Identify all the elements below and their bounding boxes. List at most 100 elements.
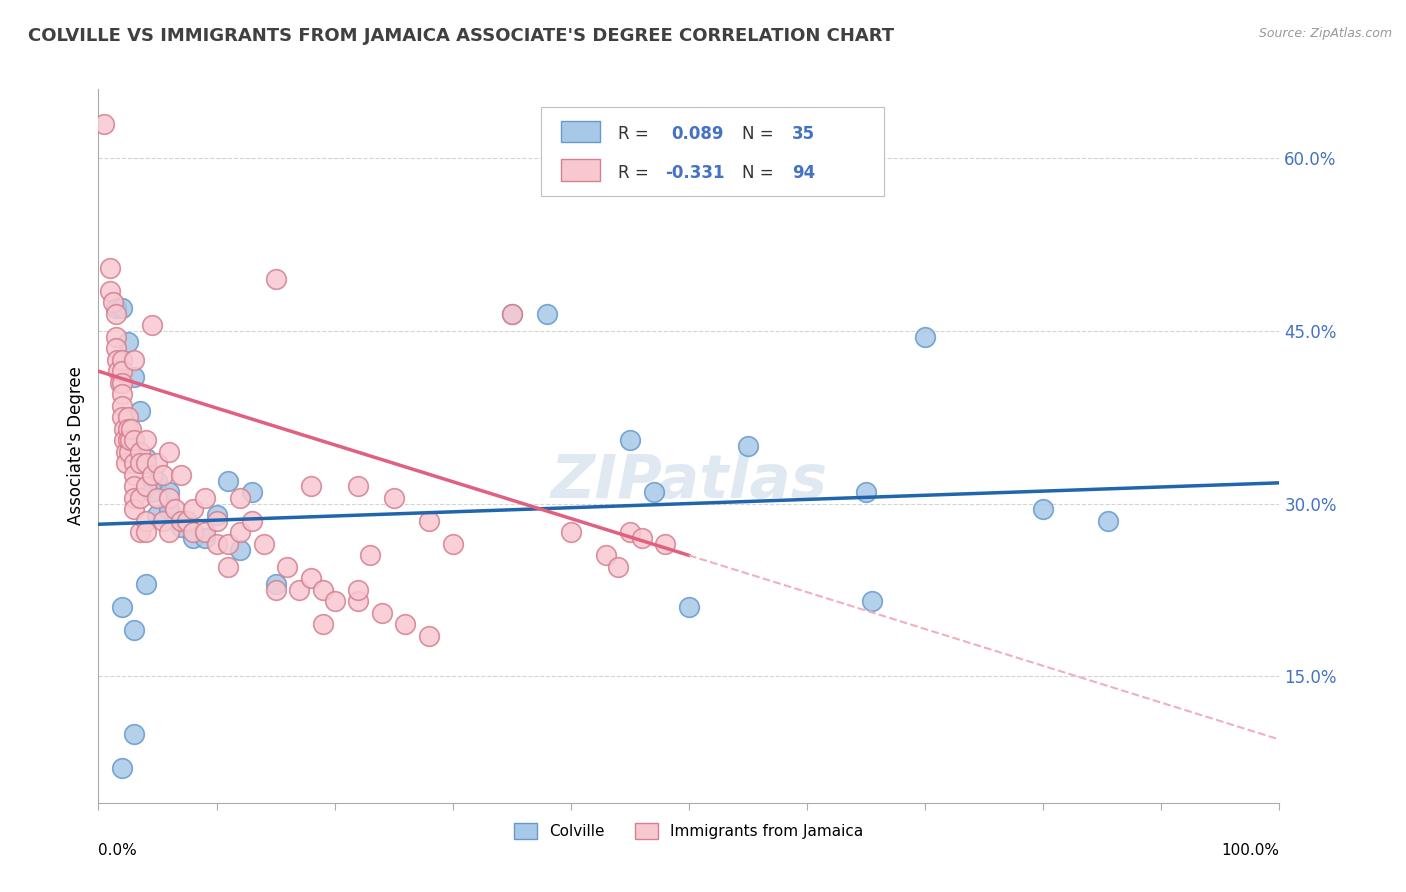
Point bbox=[105, 341, 128, 355]
Point bbox=[264, 272, 287, 286]
Point bbox=[157, 491, 180, 505]
Point bbox=[654, 537, 676, 551]
Point bbox=[117, 335, 139, 350]
Point bbox=[217, 559, 239, 574]
Point bbox=[128, 456, 150, 470]
Point bbox=[98, 260, 121, 275]
Point bbox=[157, 525, 180, 540]
Point bbox=[157, 502, 180, 516]
Point bbox=[441, 537, 464, 551]
Point bbox=[860, 594, 883, 608]
Text: 0.0%: 0.0% bbox=[98, 843, 138, 858]
Point bbox=[105, 329, 128, 343]
Point bbox=[141, 485, 163, 500]
Point bbox=[146, 456, 169, 470]
Point bbox=[323, 594, 346, 608]
Point bbox=[205, 514, 228, 528]
Point bbox=[276, 559, 298, 574]
Point bbox=[128, 444, 150, 458]
Point bbox=[111, 399, 134, 413]
Point bbox=[111, 600, 134, 615]
Point bbox=[170, 514, 193, 528]
Point bbox=[359, 549, 381, 563]
Point bbox=[111, 761, 134, 775]
Point bbox=[111, 364, 134, 378]
Point bbox=[112, 422, 135, 436]
Text: -0.331: -0.331 bbox=[665, 164, 725, 182]
Point bbox=[141, 318, 163, 333]
Point bbox=[98, 284, 121, 298]
Point bbox=[501, 307, 523, 321]
Point bbox=[122, 456, 145, 470]
FancyBboxPatch shape bbox=[561, 160, 600, 181]
Point bbox=[111, 387, 134, 401]
Point bbox=[146, 474, 169, 488]
Point bbox=[117, 422, 139, 436]
Point bbox=[914, 329, 936, 343]
Point bbox=[194, 491, 217, 505]
Point bbox=[194, 525, 217, 540]
Point bbox=[135, 450, 157, 465]
Point bbox=[135, 514, 157, 528]
Text: 0.089: 0.089 bbox=[671, 125, 724, 143]
Legend: Colville, Immigrants from Jamaica: Colville, Immigrants from Jamaica bbox=[508, 817, 870, 845]
Point bbox=[157, 485, 180, 500]
Point bbox=[105, 352, 128, 367]
Point bbox=[181, 502, 204, 516]
Point bbox=[122, 502, 145, 516]
Point bbox=[181, 531, 204, 545]
Text: N =: N = bbox=[742, 125, 779, 143]
Point bbox=[122, 727, 145, 741]
Point bbox=[312, 617, 335, 632]
Point bbox=[240, 514, 263, 528]
Point bbox=[122, 479, 145, 493]
Point bbox=[229, 491, 252, 505]
Point bbox=[128, 525, 150, 540]
Point bbox=[176, 514, 198, 528]
Point bbox=[253, 537, 276, 551]
Point bbox=[264, 582, 287, 597]
Point bbox=[135, 525, 157, 540]
Point bbox=[229, 525, 252, 540]
Point bbox=[264, 577, 287, 591]
Point bbox=[619, 434, 641, 448]
Point bbox=[114, 456, 136, 470]
Point bbox=[157, 444, 180, 458]
Point bbox=[737, 439, 759, 453]
FancyBboxPatch shape bbox=[561, 121, 600, 143]
Point bbox=[120, 434, 142, 448]
Point bbox=[1097, 514, 1119, 528]
Point bbox=[152, 467, 174, 482]
Text: 94: 94 bbox=[792, 164, 815, 182]
Point bbox=[240, 485, 263, 500]
Text: 35: 35 bbox=[792, 125, 815, 143]
Text: R =: R = bbox=[619, 164, 654, 182]
Point bbox=[1032, 502, 1054, 516]
Point bbox=[165, 502, 187, 516]
Point bbox=[643, 485, 665, 500]
Point bbox=[117, 410, 139, 425]
Point bbox=[117, 434, 139, 448]
Point bbox=[121, 422, 143, 436]
Point bbox=[217, 537, 239, 551]
Point bbox=[619, 525, 641, 540]
Point bbox=[194, 531, 217, 545]
Point bbox=[205, 508, 228, 522]
Point bbox=[122, 434, 145, 448]
Point bbox=[146, 508, 169, 522]
Point bbox=[101, 295, 124, 310]
Y-axis label: Associate's Degree: Associate's Degree bbox=[66, 367, 84, 525]
Point bbox=[111, 410, 134, 425]
Point bbox=[371, 606, 394, 620]
Point bbox=[152, 514, 174, 528]
Point bbox=[122, 491, 145, 505]
Point bbox=[394, 617, 416, 632]
Point bbox=[107, 364, 129, 378]
Text: ZIPatlas: ZIPatlas bbox=[550, 452, 828, 511]
Point bbox=[105, 301, 128, 315]
Point bbox=[111, 376, 134, 390]
Point bbox=[114, 444, 136, 458]
Point bbox=[181, 525, 204, 540]
Point bbox=[105, 307, 128, 321]
Point bbox=[170, 467, 193, 482]
